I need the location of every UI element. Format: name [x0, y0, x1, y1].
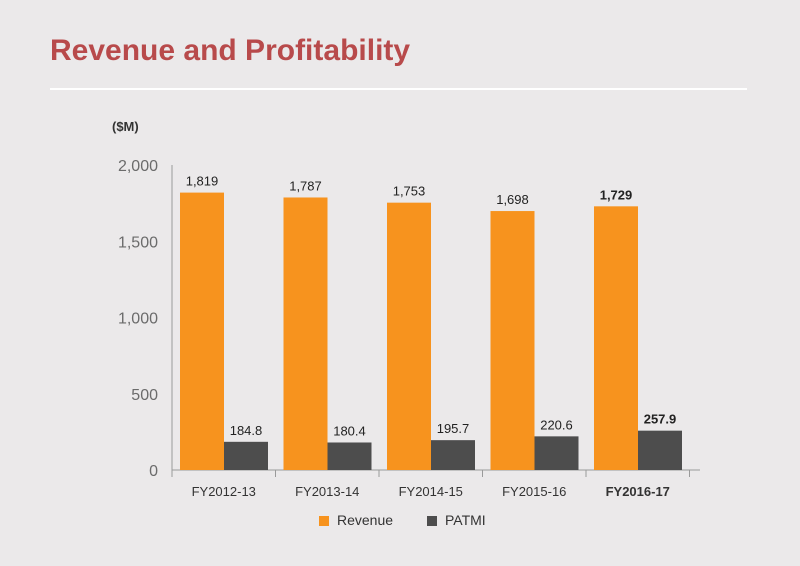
data-label-patmi: 195.7: [437, 421, 470, 436]
bar-patmi: [224, 441, 268, 470]
data-label-patmi: 184.8: [230, 423, 263, 438]
legend-swatch-revenue: [319, 516, 329, 526]
data-label-patmi: 257.9: [644, 412, 677, 427]
x-tick-label: FY2013-14: [295, 484, 359, 499]
data-label-patmi: 180.4: [333, 423, 366, 438]
data-label-revenue: 1,819: [186, 174, 219, 189]
bar-revenue: [490, 211, 535, 470]
bar-revenue: [387, 202, 431, 471]
x-tick-label: FY2012-13: [192, 484, 256, 499]
bar-patmi: [638, 430, 682, 470]
y-axis-unit-label: ($M): [112, 119, 139, 134]
bar-revenue: [283, 197, 328, 471]
y-tick-label: 0: [149, 463, 158, 480]
x-tick-label: FY2015-16: [502, 484, 566, 499]
data-label-patmi: 220.6: [540, 417, 573, 432]
data-label-revenue: 1,729: [600, 187, 633, 202]
legend-label-patmi: PATMI: [445, 512, 486, 528]
bar-patmi: [431, 440, 475, 470]
y-tick-label: 1,000: [118, 311, 158, 328]
legend-label-revenue: Revenue: [337, 512, 393, 528]
y-tick-label: 500: [131, 387, 158, 404]
legend-swatch-patmi: [427, 516, 437, 526]
y-tick-label: 1,500: [118, 234, 158, 251]
bar-patmi: [327, 442, 372, 470]
y-tick-label: 2,000: [118, 158, 158, 175]
data-label-revenue: 1,753: [393, 184, 426, 199]
x-tick-label: FY2014-15: [399, 484, 463, 499]
title-divider: [50, 88, 747, 90]
bar-revenue: [594, 206, 638, 470]
page-title: Revenue and Profitability: [50, 34, 411, 67]
bar-revenue: [180, 192, 224, 471]
bar-patmi: [534, 436, 579, 470]
data-label-revenue: 1,787: [289, 178, 322, 193]
x-tick-label: FY2016-17: [606, 484, 670, 499]
data-label-revenue: 1,698: [496, 192, 529, 207]
